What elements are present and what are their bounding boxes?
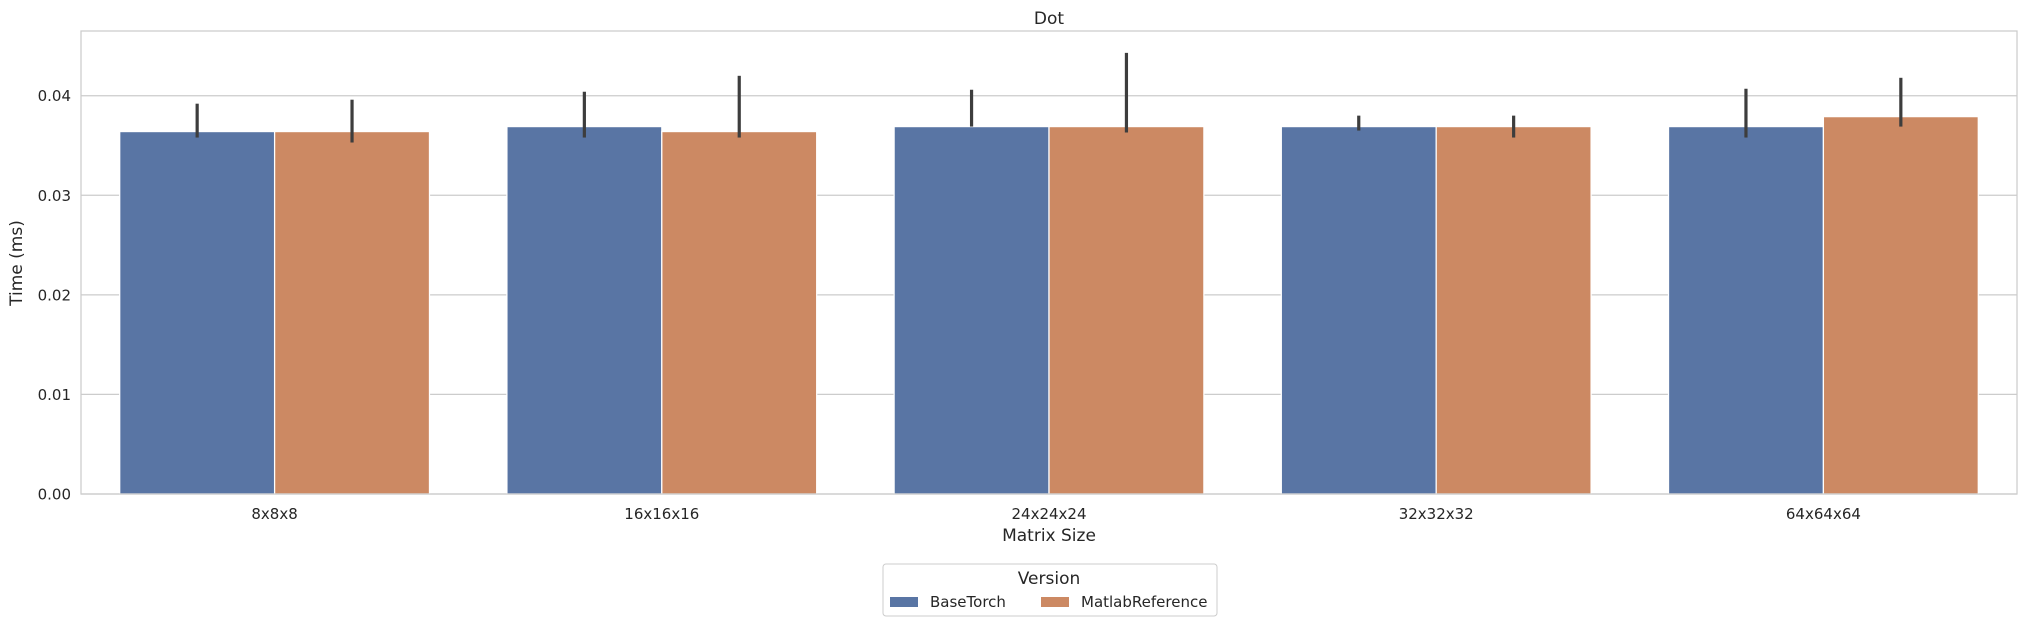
x-tick-label: 32x32x32 bbox=[1399, 505, 1474, 523]
bar-basetorch-32x32x32 bbox=[1280, 125, 1437, 495]
legend-label-matlabreference: MatlabReference bbox=[1081, 593, 1207, 611]
bar-matlabreference-32x32x32 bbox=[1435, 125, 1592, 495]
x-tick-label: 8x8x8 bbox=[251, 505, 297, 523]
bar-basetorch-8x8x8 bbox=[119, 130, 276, 495]
bar-matlabreference-64x64x64 bbox=[1822, 116, 1979, 495]
y-tick-label: 0.00 bbox=[38, 486, 71, 504]
legend: Version BaseTorch MatlabReference bbox=[882, 563, 1218, 617]
x-tick-label: 24x24x24 bbox=[1011, 505, 1086, 523]
y-tick-label: 0.04 bbox=[38, 87, 71, 105]
x-tick-labels: 8x8x8 16x16x16 24x24x24 32x32x32 64x64x64 bbox=[251, 505, 1861, 523]
x-axis-label: Matrix Size bbox=[1002, 526, 1096, 546]
bar-basetorch-16x16x16 bbox=[506, 125, 663, 495]
legend-swatch-matlabreference bbox=[1041, 597, 1069, 607]
x-tick-label: 16x16x16 bbox=[624, 505, 699, 523]
legend-title: Version bbox=[1018, 569, 1081, 589]
y-tick-labels: 0.00 0.01 0.02 0.03 0.04 bbox=[38, 87, 71, 503]
bar-basetorch-24x24x24 bbox=[893, 125, 1050, 495]
bar-matlabreference-24x24x24 bbox=[1048, 125, 1205, 495]
bar-matlabreference-8x8x8 bbox=[273, 130, 431, 495]
bars bbox=[119, 116, 1979, 495]
bar-basetorch-64x64x64 bbox=[1667, 125, 1825, 495]
legend-label-basetorch: BaseTorch bbox=[930, 593, 1006, 611]
legend-swatch-basetorch bbox=[890, 597, 918, 607]
y-tick-label: 0.02 bbox=[38, 286, 71, 304]
legend-frame bbox=[882, 563, 1218, 617]
plot-frame bbox=[80, 30, 2018, 495]
x-tick-label: 64x64x64 bbox=[1786, 505, 1861, 523]
y-axis-label: Time (ms) bbox=[7, 220, 27, 307]
chart-title: Dot bbox=[1034, 9, 1064, 29]
error-bars bbox=[195, 52, 1903, 143]
y-tick-label: 0.01 bbox=[38, 386, 71, 404]
y-tick-label: 0.03 bbox=[38, 187, 71, 205]
bar-matlabreference-16x16x16 bbox=[661, 130, 818, 495]
